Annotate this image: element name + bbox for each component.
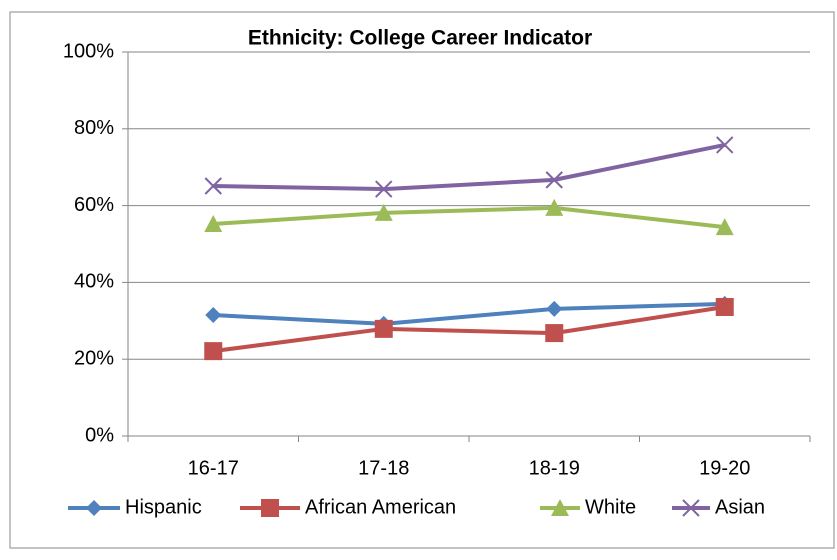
y-tick-label: 40% xyxy=(74,271,114,293)
data-point xyxy=(205,307,222,324)
x-tick-label: 17-18 xyxy=(358,457,409,479)
series-line xyxy=(212,304,726,354)
series-line xyxy=(213,301,725,326)
data-point xyxy=(546,300,563,317)
series-line xyxy=(213,205,725,230)
legend-label: African American xyxy=(305,496,456,518)
data-point xyxy=(374,203,393,221)
y-tick-label: 60% xyxy=(74,194,114,216)
legend-label: Asian xyxy=(715,496,765,518)
x-tick-label: 16-17 xyxy=(188,457,239,479)
data-point xyxy=(715,218,734,236)
y-tick-label: 20% xyxy=(74,347,114,369)
data-point xyxy=(204,342,223,361)
data-point xyxy=(545,198,564,216)
data-point xyxy=(545,171,563,189)
data-point xyxy=(716,136,734,154)
legend-label: Hispanic xyxy=(125,496,202,518)
data-point xyxy=(715,297,734,316)
chart-frame xyxy=(9,11,835,549)
y-tick-label: 100% xyxy=(63,40,114,62)
legend-label: White xyxy=(585,496,636,518)
y-tick-label: 80% xyxy=(74,117,114,139)
chart-title: Ethnicity: College Career Indicator xyxy=(248,27,592,50)
series-line xyxy=(213,142,726,192)
data-point xyxy=(204,215,223,233)
y-tick-label: 0% xyxy=(85,424,114,446)
x-tick-label: 19-20 xyxy=(699,457,750,479)
data-point xyxy=(375,180,393,198)
legend-marker xyxy=(86,500,102,516)
legend-marker xyxy=(261,499,279,517)
data-point xyxy=(374,319,393,338)
legend-marker xyxy=(682,499,700,517)
data-point xyxy=(204,177,222,195)
data-point xyxy=(545,324,564,343)
legend-marker xyxy=(551,499,569,516)
x-tick-label: 18-19 xyxy=(529,457,580,479)
